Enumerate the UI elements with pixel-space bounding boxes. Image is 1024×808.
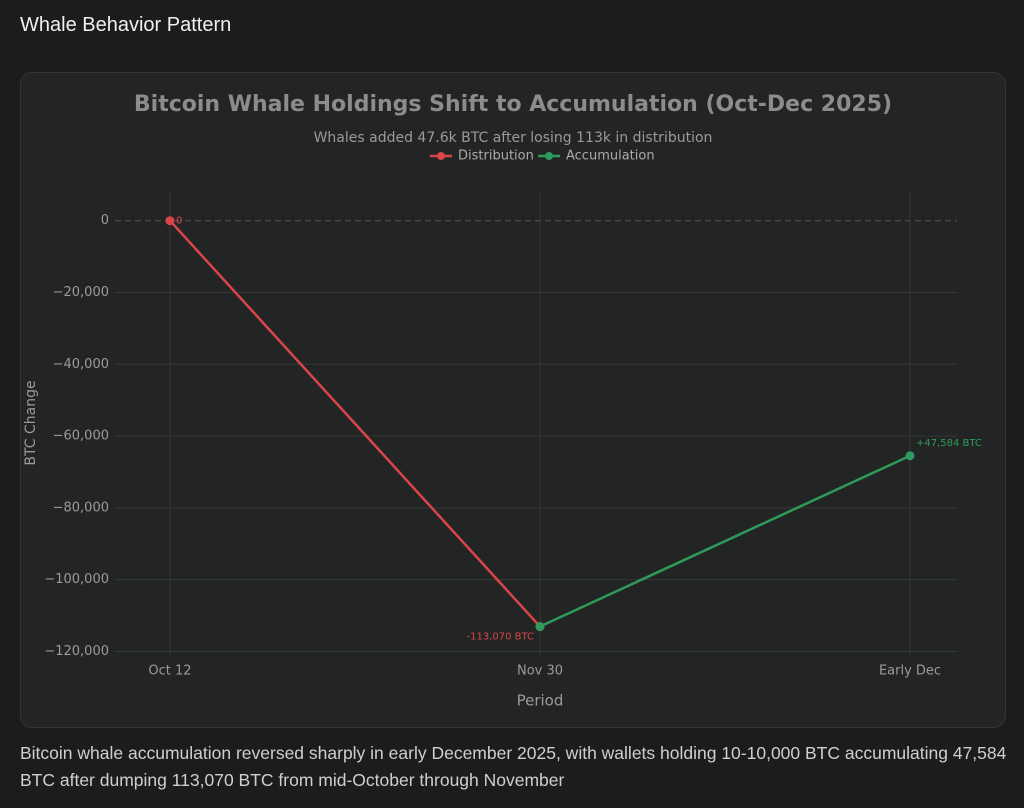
chart: Bitcoin Whale Holdings Shift to Accumula… [23, 92, 982, 710]
y-tick-label: −120,000 [44, 644, 109, 659]
chart-card [20, 72, 1006, 728]
legend-dot [437, 152, 445, 160]
x-axis-label: Period [517, 692, 564, 710]
y-tick-label: 0 [101, 213, 109, 228]
caption: Bitcoin whale accumulation reversed shar… [20, 743, 1007, 790]
data-label: 0 [176, 216, 182, 227]
x-tick-label: Early Dec [879, 664, 941, 679]
data-point [905, 451, 915, 461]
legend-label: Distribution [458, 149, 534, 164]
data-label: -113,070 BTC [466, 632, 534, 643]
series-line [169, 219, 541, 628]
annotation: +47,584 BTC [916, 438, 982, 449]
y-tick-label: −60,000 [53, 429, 109, 444]
y-axis-label: BTC Change [23, 380, 39, 465]
x-tick-label: Nov 30 [517, 664, 563, 679]
page-title: Whale Behavior Pattern [20, 14, 232, 36]
series-line [539, 454, 911, 628]
legend-dot [545, 152, 553, 160]
legend-label: Accumulation [566, 149, 655, 164]
data-point [535, 622, 545, 632]
x-tick-label: Oct 12 [148, 664, 191, 679]
chart-subtitle: Whales added 47.6k BTC after losing 113k… [314, 130, 713, 146]
data-point [165, 216, 175, 226]
y-tick-label: −20,000 [53, 285, 109, 300]
chart-title: Bitcoin Whale Holdings Shift to Accumula… [134, 92, 892, 117]
y-tick-label: −100,000 [44, 572, 109, 587]
y-tick-label: −40,000 [53, 357, 109, 372]
y-tick-label: −80,000 [53, 500, 109, 515]
